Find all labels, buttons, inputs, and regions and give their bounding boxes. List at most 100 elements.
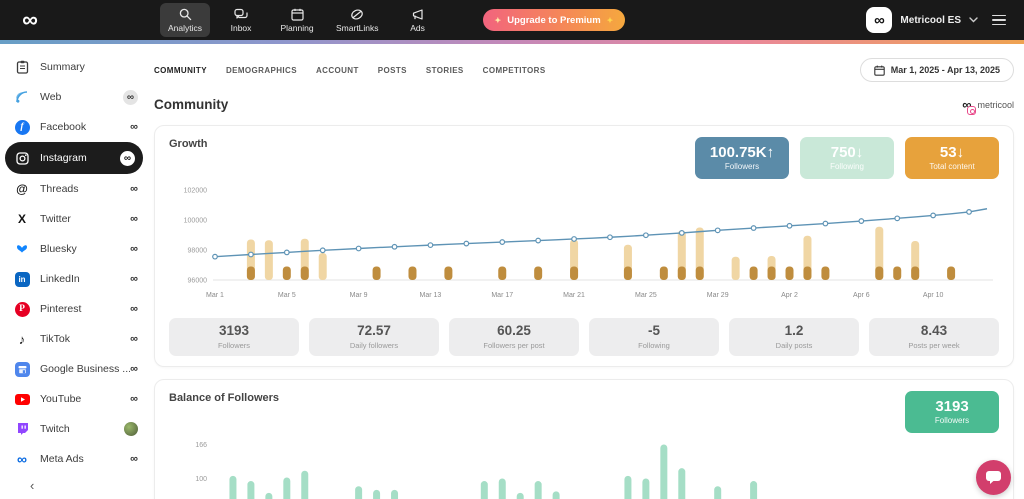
tab-competitors[interactable]: COMPETITORS: [482, 65, 546, 75]
svg-text:Mar 29: Mar 29: [707, 292, 729, 299]
sidebar-item-pinterest[interactable]: P Pinterest ∞: [0, 294, 148, 324]
upgrade-to-premium-button[interactable]: ✦ Upgrade to Premium ✦: [482, 9, 626, 31]
total-content-chip[interactable]: 53↓ Total content: [905, 137, 999, 179]
sidebar-item-label: Google Business ...: [40, 363, 131, 375]
sidebar-item-linkedin[interactable]: in LinkedIn ∞: [0, 264, 148, 294]
stat-followers: 3193 Followers: [169, 318, 299, 356]
followers-chip[interactable]: 100.75K↑ Followers: [695, 137, 789, 179]
main-nav: Analytics Inbox Planning SmartLinks Ads: [160, 3, 443, 37]
gradient-divider: [0, 40, 1024, 44]
connection-badge: ∞: [130, 242, 138, 255]
sidebar-item-label: Meta Ads: [40, 453, 84, 465]
nav-ads[interactable]: Ads: [393, 3, 443, 37]
sidebar-item-meta-ads[interactable]: ∞ Meta Ads ∞: [0, 444, 148, 474]
threads-icon: @: [16, 182, 28, 196]
sidebar-item-facebook[interactable]: f Facebook ∞: [0, 112, 148, 142]
sidebar-item-summary[interactable]: Summary: [0, 52, 148, 82]
sidebar-collapse-button[interactable]: ‹: [30, 478, 35, 493]
meta-ads-icon: ∞: [17, 451, 27, 467]
calendar-icon: [874, 65, 885, 76]
ads-icon: [411, 8, 425, 21]
chat-icon: [986, 471, 1001, 484]
nav-inbox[interactable]: Inbox: [216, 3, 266, 37]
sidebar-item-label: TikTok: [40, 333, 70, 345]
sidebar-item-label: Pinterest: [40, 303, 82, 315]
connected-account-badge[interactable]: ∞ metricool: [962, 98, 1014, 115]
chip-label: Following: [830, 162, 864, 172]
nav-label: Planning: [280, 22, 314, 33]
connected-account-name: metricool: [977, 99, 1014, 110]
youtube-icon: [14, 391, 30, 407]
sidebar-item-youtube[interactable]: YouTube ∞: [0, 384, 148, 414]
svg-text:96000: 96000: [188, 278, 208, 285]
svg-text:Mar 17: Mar 17: [491, 292, 513, 299]
balance-of-followers-card: Balance of Followers 3193 Followers 166 1…: [154, 379, 1014, 499]
chip-label: Followers: [724, 162, 760, 172]
twitch-icon: [14, 421, 30, 437]
sidebar-item-label: Summary: [40, 61, 85, 73]
tab-stories[interactable]: STORIES: [425, 65, 464, 75]
inbox-icon: [234, 8, 248, 21]
sidebar-item-bluesky[interactable]: Bluesky ∞: [0, 234, 148, 264]
web-rss-icon: [14, 89, 30, 105]
nav-planning[interactable]: Planning: [272, 3, 322, 37]
metricool-logo-icon[interactable]: ∞: [22, 7, 38, 32]
chip-label: Total content: [929, 162, 975, 172]
sidebar-item-label: Facebook: [40, 121, 87, 133]
sidebar-item-twitch[interactable]: Twitch: [0, 414, 148, 444]
tab-community[interactable]: COMMUNITY: [154, 65, 207, 75]
tiktok-icon: ♪: [18, 331, 26, 347]
sparkle-icon: ✦: [606, 15, 614, 25]
sidebar-item-instagram[interactable]: Instagram ∞: [5, 142, 143, 174]
balance-followers-chip[interactable]: 3193 Followers: [905, 391, 999, 433]
growth-stats-row: 3193 Followers 72.57 Daily followers 60.25…: [169, 318, 999, 356]
tab-account[interactable]: ACCOUNT: [315, 65, 359, 75]
sidebar-item-tiktok[interactable]: ♪ TikTok ∞: [0, 324, 148, 354]
connection-badge: ∞: [130, 212, 138, 225]
smartlinks-icon: [350, 8, 364, 21]
svg-text:100000: 100000: [184, 218, 207, 225]
nav-label: SmartLinks: [336, 22, 379, 33]
svg-text:Apr 10: Apr 10: [923, 292, 944, 299]
balance-chart[interactable]: 166 100: [169, 430, 999, 499]
growth-card: Growth 100.75K↑ Followers 750↓ Following…: [154, 125, 1014, 367]
google-business-icon: [14, 361, 30, 377]
account-avatar: ∞: [866, 7, 893, 33]
sidebar-item-web[interactable]: Web ∞: [0, 82, 148, 112]
sidebar-item-twitter[interactable]: X Twitter ∞: [0, 204, 148, 234]
stat-posts-per-week: 8.43 Posts per week: [869, 318, 999, 356]
growth-summary-chips: 100.75K↑ Followers 750↓ Following 53↓ To…: [695, 137, 999, 179]
section-tabs: COMMUNITY DEMOGRAPHICS ACCOUNT POSTS STO…: [154, 58, 1014, 82]
nav-analytics[interactable]: Analytics: [160, 3, 211, 37]
nav-smartlinks[interactable]: SmartLinks: [328, 3, 387, 37]
support-chat-button[interactable]: [976, 460, 1011, 495]
sidebar-item-label: Twitch: [40, 423, 70, 435]
svg-text:166: 166: [195, 442, 207, 449]
growth-chart[interactable]: 96000 98000 100000 102000 Mar 1 Mar 5 Mar 9 Mar…: [169, 176, 999, 304]
stat-daily-followers: 72.57 Daily followers: [309, 318, 439, 356]
top-bar: ∞ Analytics Inbox Planning SmartLinks: [0, 0, 1024, 40]
tab-posts[interactable]: POSTS: [377, 65, 407, 75]
stat-followers-per-post: 60.25 Followers per post: [449, 318, 579, 356]
account-name: Metricool ES: [900, 14, 961, 26]
down-arrow-icon: ↓: [855, 143, 864, 161]
connection-badge: ∞: [130, 302, 138, 315]
connection-badge: ∞: [120, 150, 135, 166]
tab-demographics[interactable]: DEMOGRAPHICS: [225, 65, 297, 75]
svg-text:Mar 21: Mar 21: [563, 292, 585, 299]
menu-icon[interactable]: [988, 11, 1010, 30]
metricool-infinity-icon: ∞: [962, 98, 977, 115]
following-chip[interactable]: 750↓ Following: [800, 137, 894, 179]
svg-text:Apr 2: Apr 2: [781, 292, 798, 299]
instagram-icon: [14, 150, 30, 166]
sidebar-item-google-business[interactable]: Google Business ... ∞: [0, 354, 148, 384]
summary-icon: [14, 59, 30, 75]
account-selector[interactable]: ∞ Metricool ES: [866, 7, 978, 33]
sidebar-item-label: Bluesky: [40, 243, 77, 255]
sidebar-item-threads[interactable]: @ Threads ∞: [0, 174, 148, 204]
connection-badge: ∞: [123, 89, 138, 105]
linkedin-icon: in: [14, 271, 30, 287]
nav-label: Inbox: [230, 22, 252, 33]
up-arrow-icon: ↑: [766, 143, 775, 161]
date-range-picker[interactable]: Mar 1, 2025 - Apr 13, 2025: [859, 58, 1014, 82]
